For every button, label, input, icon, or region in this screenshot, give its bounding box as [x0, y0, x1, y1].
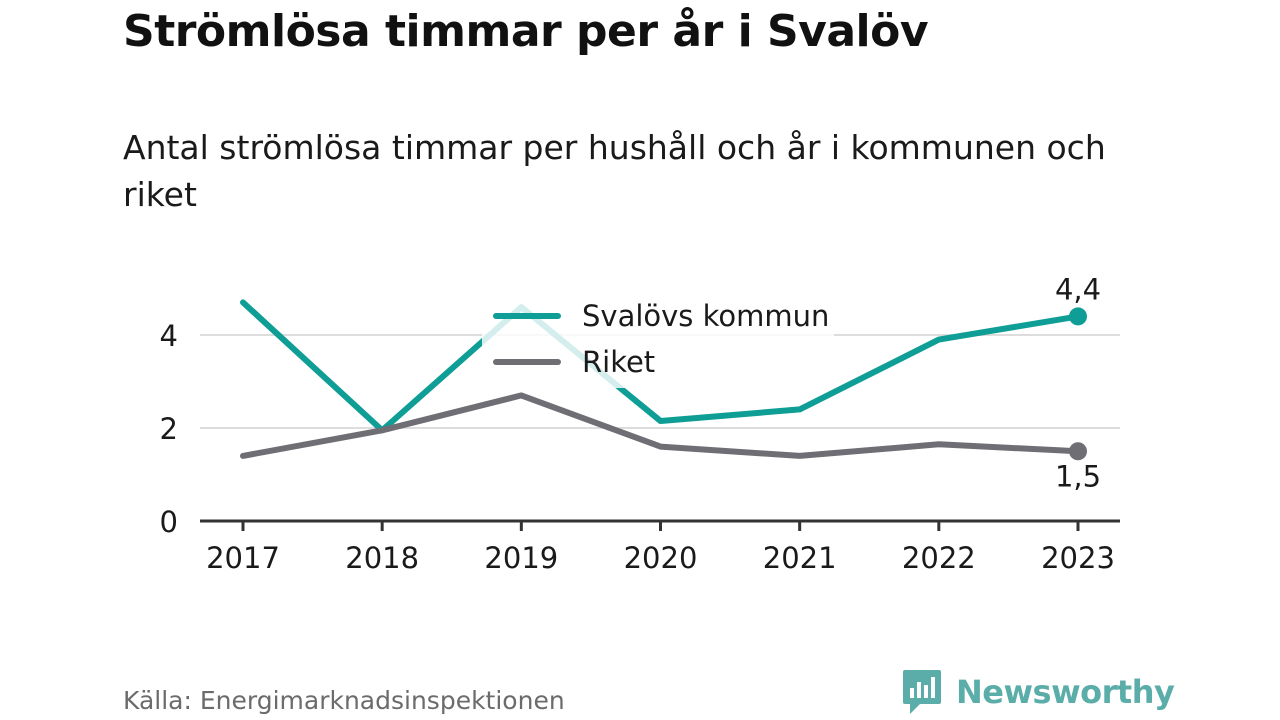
- y-tick-label: 4: [160, 319, 178, 353]
- y-tick-label: 0: [160, 505, 178, 539]
- legend-background: [482, 292, 834, 388]
- brand-logo[interactable]: Newsworthy: [902, 668, 1175, 716]
- x-tick-label: 2023: [1041, 541, 1115, 575]
- x-tick-label: 2022: [902, 541, 976, 575]
- source-note: Källa: Energimarknadsinspektionen: [123, 686, 565, 715]
- x-tick-label: 2019: [484, 541, 558, 575]
- brand-name: Newsworthy: [956, 673, 1175, 711]
- legend-label: Riket: [582, 345, 655, 379]
- legend-label: Svalövs kommun: [582, 299, 829, 333]
- series-line-riket: [240, 392, 1081, 459]
- chart-subtitle: Antal strömlösa timmar per hushåll och å…: [123, 128, 1106, 214]
- x-tick-label: 2018: [345, 541, 419, 575]
- end-point-marker: [1069, 307, 1087, 326]
- y-tick-label: 2: [160, 412, 178, 446]
- chart-title: Strömlösa timmar per år i Svalöv: [123, 6, 929, 57]
- bar-chart-speech-bubble-icon: [903, 670, 941, 714]
- end-point-marker: [1069, 442, 1087, 461]
- x-tick-label: 2017: [206, 541, 280, 575]
- end-value-label: 1,5: [1055, 459, 1101, 493]
- x-tick-label: 2021: [763, 541, 837, 575]
- x-tick-label: 2020: [624, 541, 698, 575]
- end-value-label: 4,4: [1055, 272, 1101, 306]
